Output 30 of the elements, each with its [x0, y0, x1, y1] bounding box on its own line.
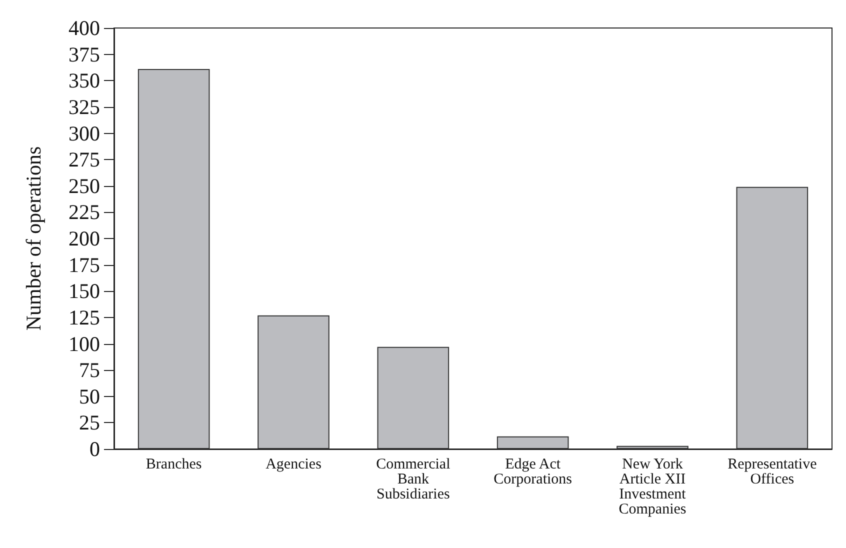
bar: [377, 346, 450, 449]
bar: [736, 186, 808, 449]
y-tick-label: 250: [68, 174, 100, 198]
y-tick-label: 325: [68, 94, 100, 119]
bar: [616, 446, 688, 449]
x-tick-label: Representative Offices: [728, 456, 818, 488]
y-tick-label: 125: [68, 305, 100, 330]
y-tick-label: 175: [68, 252, 100, 277]
y-tick-label: 275: [68, 148, 100, 172]
y-tick-label: 0: [90, 437, 100, 461]
bar: [258, 315, 330, 449]
x-tick-label: Edge Act Corporations: [494, 456, 572, 488]
x-tick-label: Commercial Bank Subsidiaries: [376, 456, 450, 502]
bar: [496, 436, 569, 449]
y-axis-title: Number of operations: [22, 146, 46, 331]
y-tick-label: 400: [68, 16, 100, 40]
y-tick-label: 225: [68, 200, 100, 224]
y-tick-label: 100: [68, 332, 100, 356]
x-tick-label: New York Article XII Investment Companies: [618, 456, 687, 518]
y-tick-label: 75: [79, 358, 100, 382]
bar: [138, 69, 210, 449]
y-tick-label: 200: [68, 226, 100, 250]
y-tick-label: 50: [79, 384, 100, 408]
y-tick-label: 25: [79, 410, 100, 435]
y-tick-label: 350: [68, 68, 100, 93]
x-tick-label: Agencies: [266, 456, 322, 472]
y-tick-label: 150: [68, 279, 100, 304]
x-tick-label: Branches: [146, 456, 202, 472]
y-tick-label: 300: [68, 121, 100, 146]
y-tick-label: 375: [68, 42, 100, 66]
